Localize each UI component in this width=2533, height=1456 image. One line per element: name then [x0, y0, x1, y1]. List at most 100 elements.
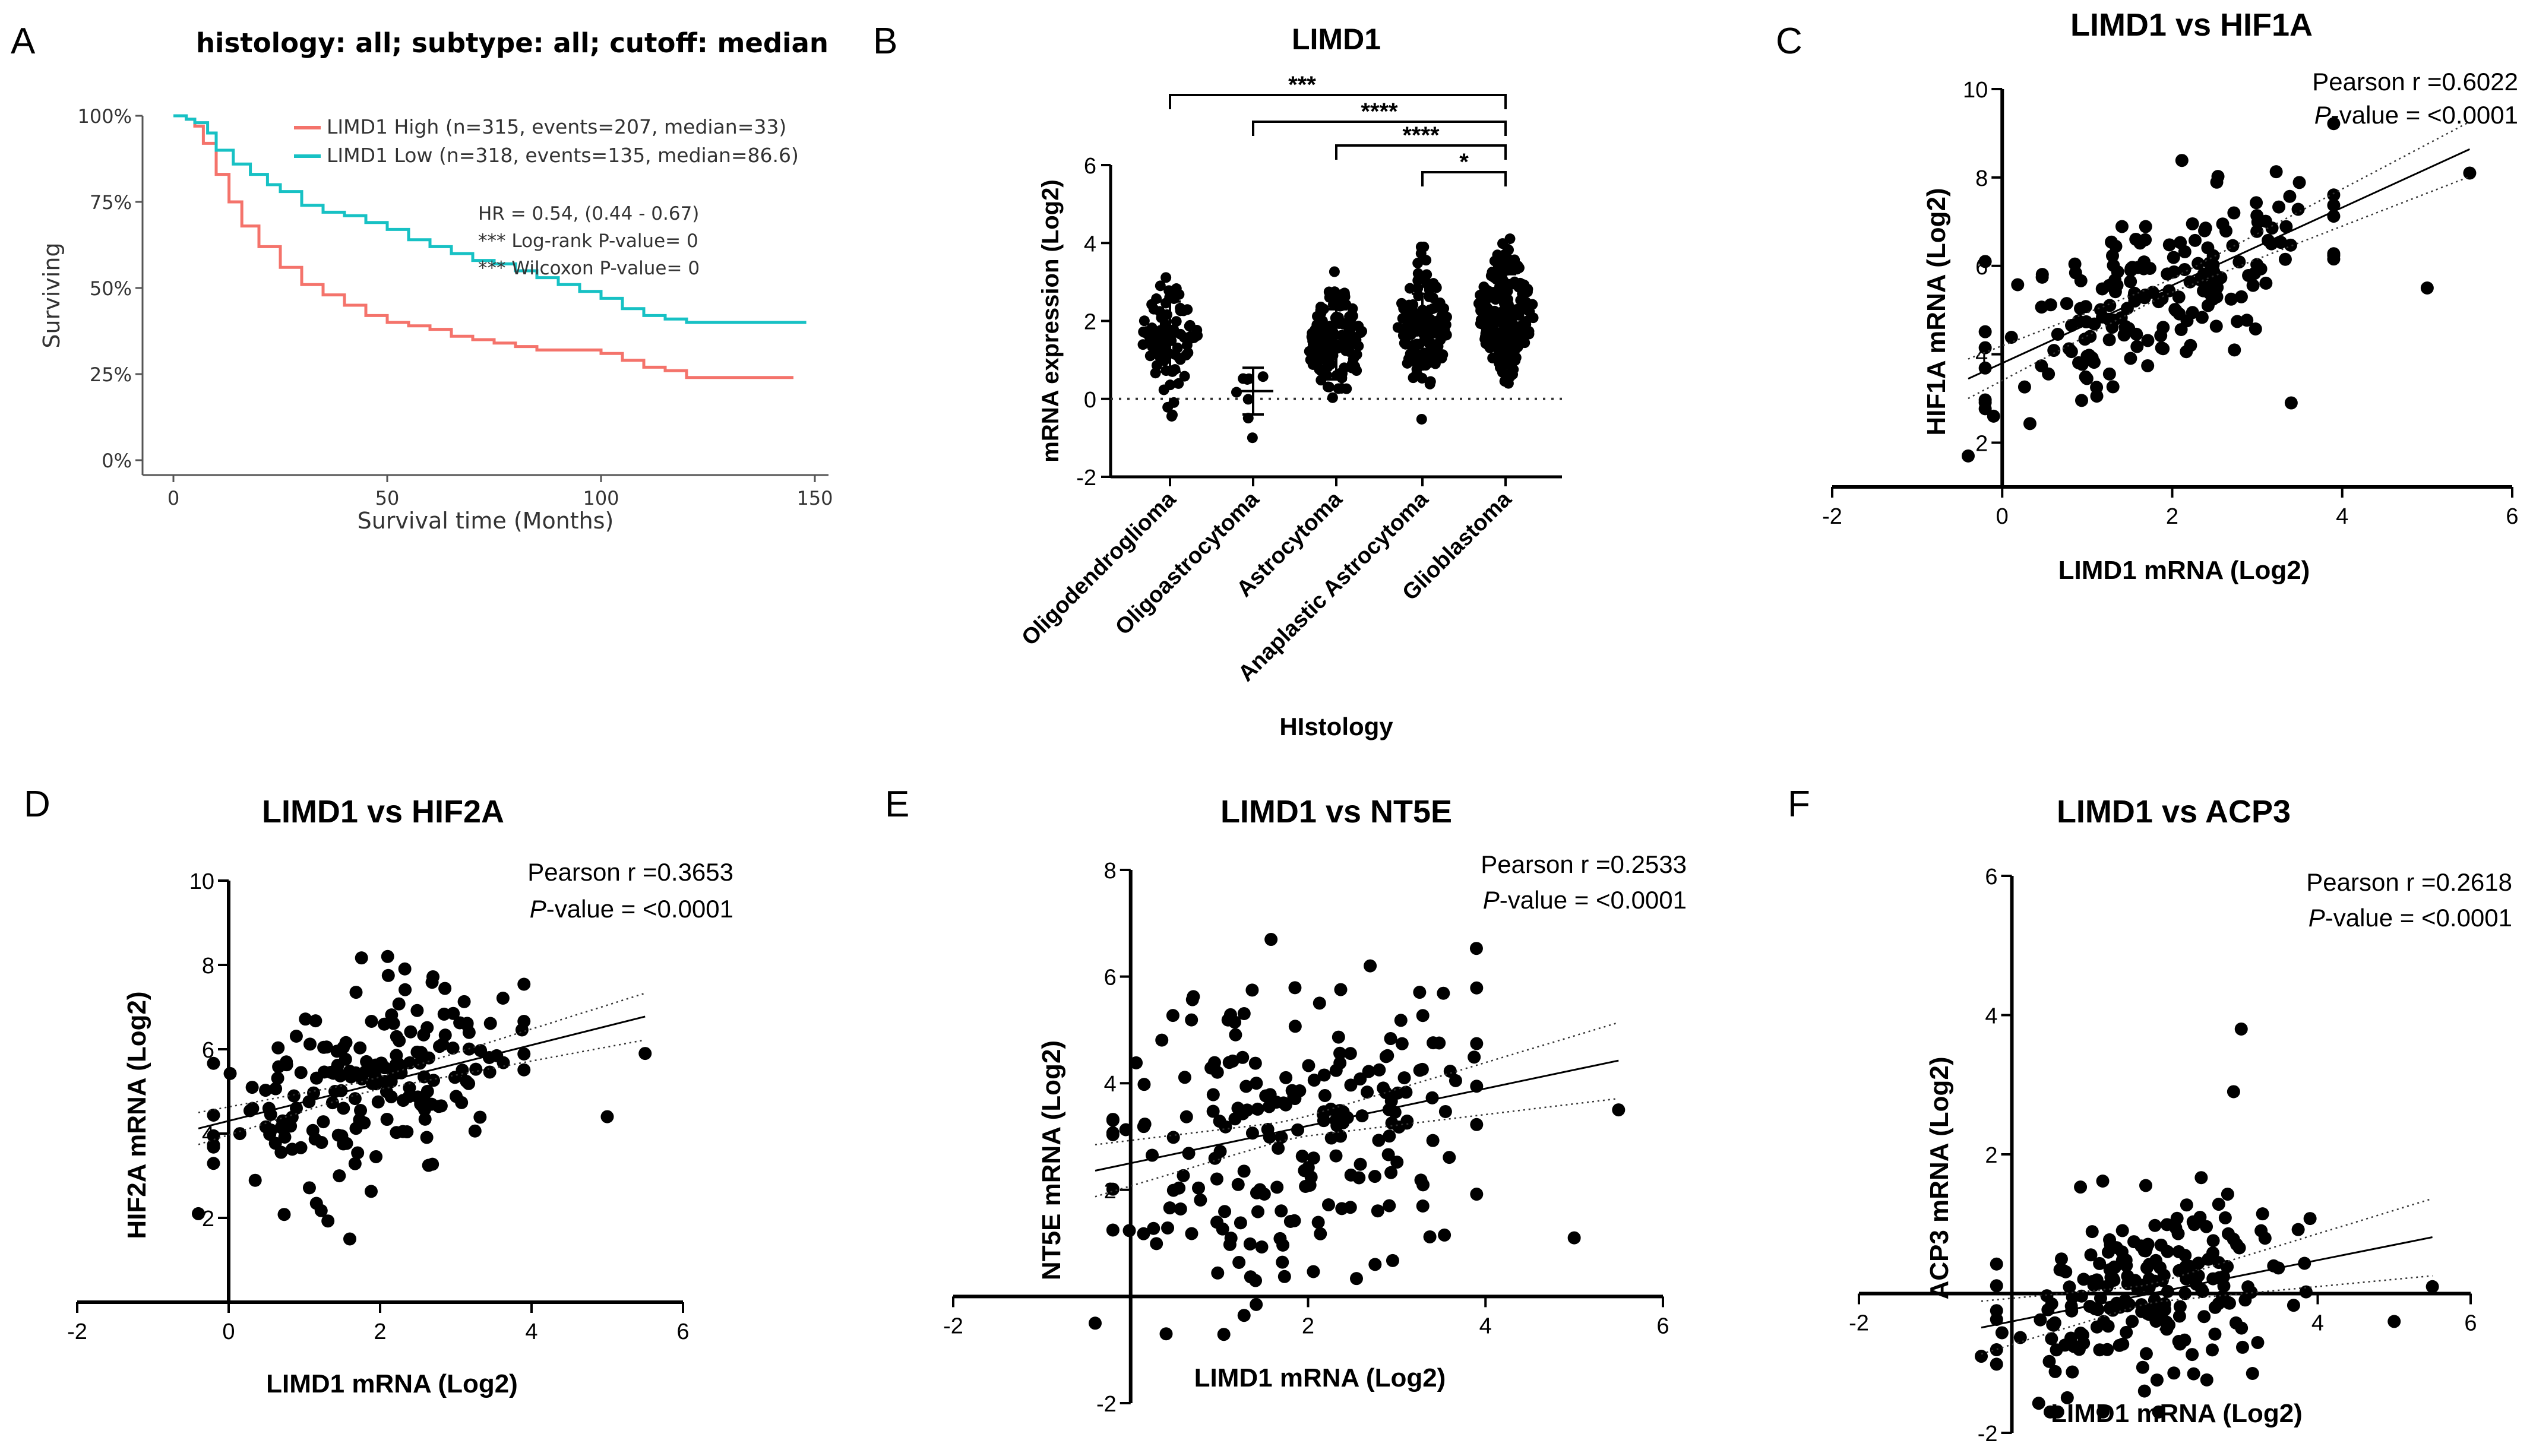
scatter-point: [1223, 1237, 1237, 1251]
scatter-point: [2139, 1347, 2153, 1360]
scatter-point: [2269, 165, 2283, 179]
scatter-point: [2187, 1367, 2200, 1381]
scatter-point: [1317, 1068, 1331, 1082]
scatter-point: [2126, 1315, 2139, 1328]
scatter-point: [2065, 319, 2079, 333]
scatter-point: [2158, 1297, 2171, 1311]
scatter-point: [2227, 206, 2241, 220]
dotplot-point: [1160, 272, 1172, 283]
scatter-point: [1990, 1343, 2003, 1357]
scatter-point: [1288, 1020, 1302, 1033]
scatter-x-tick-label: 6: [676, 1319, 689, 1344]
scatter-x-tick-label: 4: [1479, 1313, 1492, 1338]
scatter-point: [2274, 236, 2288, 249]
dotplot-y-tick-label: 2: [1084, 310, 1096, 335]
dotplot-point: [1327, 392, 1338, 403]
dotplot-point: [1315, 324, 1326, 335]
scatter-point: [417, 1028, 431, 1042]
scatter-point: [1469, 942, 1483, 955]
scatter-y-tick-label: 2: [202, 1207, 214, 1232]
scatter-point: [2284, 238, 2297, 252]
dotplot-point: [1346, 309, 1358, 320]
scatter-point: [638, 1047, 652, 1061]
scatter-point: [1335, 1202, 1349, 1216]
dotplot-point: [1356, 325, 1368, 337]
dotplot-category-label: Oligoastrocytoma: [1111, 486, 1264, 640]
scatter-point: [2327, 117, 2341, 131]
scatter-point: [1276, 1238, 1290, 1252]
scatter-point: [2048, 1365, 2062, 1378]
scatter-point: [1255, 1240, 1269, 1254]
scatter-point: [2192, 257, 2205, 270]
scatter-point: [277, 1208, 291, 1221]
scatter-point: [2139, 1179, 2152, 1192]
scatter-point: [1163, 1201, 1177, 1215]
dotplot-point: [1412, 275, 1424, 286]
scatter-point: [2115, 220, 2129, 233]
scatter-point: [2209, 319, 2223, 333]
dotplot-point: [1159, 318, 1171, 330]
scatter-point: [302, 1181, 316, 1195]
scatter-pearson-label: Pearson r =0.6022: [2312, 68, 2518, 96]
scatter-y-axis-label: ACP3 mRNA (Log2): [1925, 1056, 1954, 1299]
scatter-pvalue-italic: P: [530, 895, 546, 923]
scatter-point: [1106, 1223, 1120, 1237]
scatter-point: [2117, 328, 2131, 342]
scatter-point: [1089, 1316, 1102, 1330]
dotplot-point: [1509, 325, 1520, 337]
dotplot-point: [1175, 354, 1186, 365]
scatter-point: [2127, 1235, 2141, 1249]
scatter-point: [1318, 1088, 1332, 1102]
km-x-tick-label: 50: [375, 487, 400, 509]
panel-label-a: A: [11, 21, 36, 62]
scatter-point: [1239, 1080, 1253, 1093]
scatter-point: [2183, 1266, 2196, 1280]
scatter-point: [371, 1095, 385, 1109]
dotplot-significance-bracket: [1252, 121, 1507, 136]
scatter-point: [1237, 1309, 1251, 1322]
scatter-point: [192, 1207, 205, 1220]
scatter-point: [2188, 233, 2202, 247]
scatter-point: [381, 949, 394, 963]
scatter-point: [355, 1072, 369, 1086]
scatter-y-tick-label: 4: [1104, 1072, 1117, 1097]
scatter-point: [354, 1104, 368, 1118]
scatter-point: [2265, 221, 2279, 235]
dotplot-point: [1412, 283, 1424, 294]
scatter-point: [1187, 990, 1200, 1004]
scatter-point: [1307, 1265, 1320, 1278]
km-legend-label: LIMD1 High (n=315, events=207, median=33…: [327, 115, 786, 138]
scatter-point: [2013, 1331, 2027, 1344]
scatter-x-tick-label: 2: [374, 1319, 386, 1344]
dotplot-point: [1416, 413, 1427, 425]
scatter-point: [2093, 1343, 2107, 1357]
scatter-point: [1222, 1056, 1236, 1069]
dotplot-point: [1137, 339, 1149, 350]
scatter-point: [446, 1042, 460, 1055]
scatter-point: [1990, 1357, 2003, 1371]
scatter-pvalue-label: P-value = <0.0001: [2314, 101, 2518, 129]
scatter-point: [2152, 1405, 2165, 1419]
scatter-point: [384, 1075, 398, 1088]
scatter-point: [1470, 1188, 1484, 1201]
scatter-point: [1314, 1227, 1327, 1240]
km-y-tick-label: 50%: [90, 277, 132, 300]
scatter-point: [1332, 1030, 1345, 1044]
scatter-point: [378, 1017, 391, 1031]
scatter-point: [1344, 1078, 1358, 1092]
scatter-point: [2221, 1188, 2234, 1201]
scatter-point: [1166, 1183, 1180, 1197]
scatter-point: [1425, 1091, 1439, 1104]
scatter-point: [333, 1169, 346, 1183]
scatter-point: [2387, 1315, 2401, 1328]
scatter-point: [468, 1124, 482, 1138]
scatter-point: [2283, 189, 2297, 203]
dotplot-x-axis-label: HIstology: [1279, 713, 1393, 740]
dotplot-point: [1336, 372, 1348, 384]
dotplot-point: [1181, 340, 1193, 351]
scatter-title: LIMD1 vs ACP3: [2057, 794, 2291, 830]
scatter-point: [2090, 381, 2104, 394]
scatter-point: [1206, 1088, 1220, 1102]
scatter-point: [1221, 1013, 1235, 1027]
